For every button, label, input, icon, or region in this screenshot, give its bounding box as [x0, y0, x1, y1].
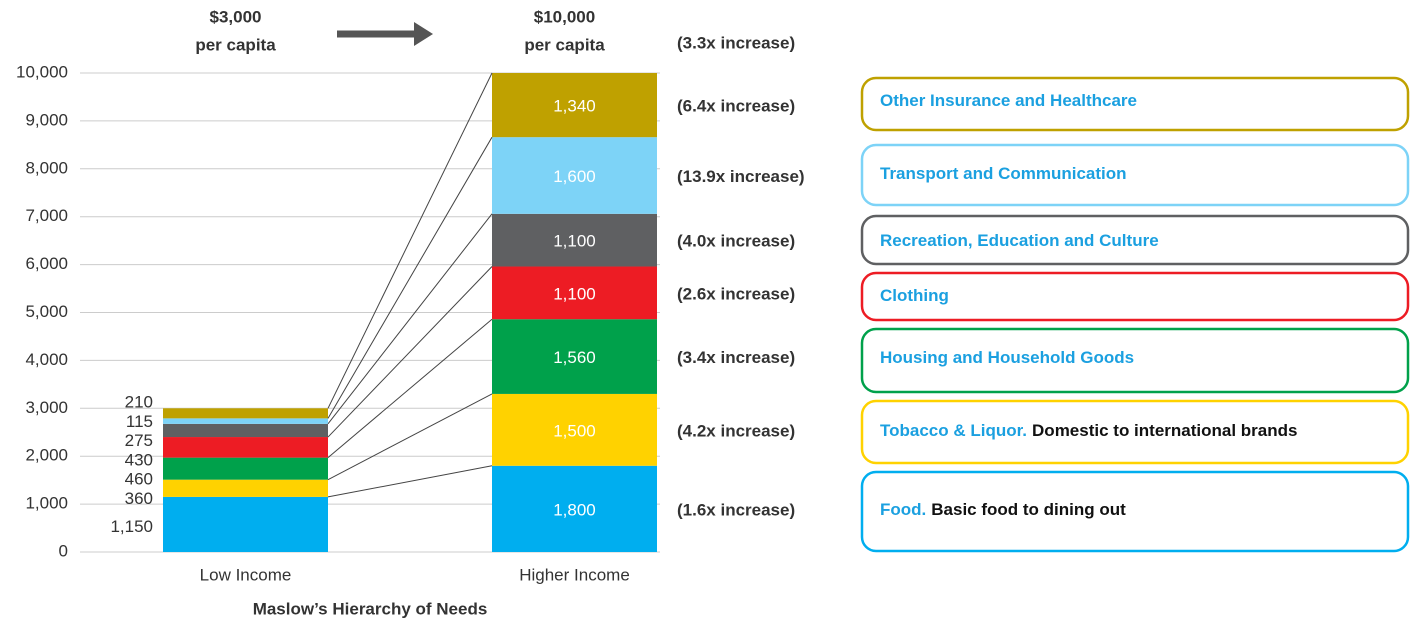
bar-segment	[492, 465, 657, 552]
bar-segment	[492, 266, 657, 320]
legend-name: Housing and Household Goods	[880, 348, 1134, 367]
connector	[327, 72, 493, 409]
legend-name: Recreation, Education and Culture	[880, 231, 1159, 250]
increase-label: (3.4x increase)	[677, 348, 795, 367]
increase-label: (13.9x increase)	[677, 167, 805, 186]
value-label: 1,100	[553, 284, 596, 303]
value-label: 360	[125, 489, 153, 508]
increase-label: (2.6x increase)	[677, 284, 795, 303]
connector	[327, 136, 493, 419]
value-label: 1,560	[553, 348, 596, 367]
connector	[327, 318, 493, 459]
value-label: 1,500	[553, 421, 596, 440]
bar-segment	[163, 457, 328, 480]
y-tick-label: 8,000	[25, 158, 68, 177]
value-label: 1,340	[553, 97, 596, 116]
legend-entry: Transport and Communication	[880, 164, 1127, 183]
bar-segment	[163, 423, 328, 438]
y-tick-label: 7,000	[25, 206, 68, 225]
legend-entry: Tobacco & Liquor. Domestic to internation…	[880, 421, 1297, 440]
total-increase: (3.3x increase)	[677, 33, 795, 52]
increase-label: (4.0x increase)	[677, 232, 795, 251]
value-label: 210	[125, 392, 153, 411]
legend-name: Food.	[880, 500, 926, 519]
value-label: 460	[125, 470, 153, 489]
bar-segment	[492, 213, 657, 267]
legend-entry: Food. Basic food to dining out	[880, 500, 1126, 519]
legend-box	[860, 470, 1410, 553]
arrow-head	[414, 22, 433, 46]
y-tick-label: 9,000	[25, 110, 68, 129]
y-tick-label: 4,000	[25, 350, 68, 369]
x-tick-label: Low Income	[200, 565, 292, 584]
connector	[327, 213, 493, 425]
bar-segment	[492, 393, 657, 466]
legend-entry: Other Insurance and Healthcare	[880, 91, 1137, 110]
legend-entry: Housing and Household Goods	[880, 348, 1134, 367]
connector	[327, 266, 493, 438]
increase-label: (4.2x increase)	[677, 421, 795, 440]
value-label: 1,600	[553, 167, 596, 186]
increase-label: (6.4x increase)	[677, 97, 795, 116]
bar-segment	[163, 437, 328, 458]
y-tick-label: 1,000	[25, 494, 68, 513]
bar-segment	[163, 479, 328, 497]
legend-name: Clothing	[880, 286, 949, 305]
legend-name: Transport and Communication	[880, 164, 1127, 183]
y-tick-label: 6,000	[25, 254, 68, 273]
y-tick-label: 0	[59, 541, 68, 560]
legend-box	[860, 214, 1410, 266]
legend-box	[860, 143, 1410, 207]
bar-segment	[492, 73, 657, 138]
y-tick-label: 2,000	[25, 446, 68, 465]
bar-segment	[492, 137, 657, 214]
y-tick-label: 5,000	[25, 302, 68, 321]
legend-note: Domestic to international brands	[1032, 421, 1297, 440]
bar-header: per capita	[524, 35, 605, 54]
connector	[327, 465, 493, 498]
value-label: 1,800	[553, 500, 596, 519]
legend-name: Other Insurance and Healthcare	[880, 91, 1137, 110]
bar-header: $3,000	[210, 7, 262, 26]
bar-segment	[163, 408, 328, 419]
legend-box	[860, 399, 1410, 465]
bar-header: per capita	[195, 35, 276, 54]
bar-header: $10,000	[534, 7, 595, 26]
legend-box	[860, 271, 1410, 322]
legend-entry: Clothing	[880, 286, 949, 305]
legend-name: Tobacco & Liquor.	[880, 421, 1027, 440]
y-tick-label: 10,000	[16, 62, 68, 81]
legend-box	[860, 327, 1410, 394]
y-tick-label: 3,000	[25, 398, 68, 417]
x-tick-label: Higher Income	[519, 565, 630, 584]
connector	[327, 393, 493, 481]
value-label: 1,150	[110, 517, 153, 536]
bar-segment	[492, 319, 657, 394]
value-label: 275	[125, 431, 153, 450]
value-label: 115	[126, 412, 153, 431]
legend-note: Basic food to dining out	[931, 500, 1126, 519]
legend-box	[860, 76, 1410, 132]
value-label: 1,100	[553, 232, 596, 251]
increase-label: (1.6x increase)	[677, 500, 795, 519]
value-label: 430	[125, 450, 153, 469]
bar-segment	[163, 418, 328, 424]
legend-entry: Recreation, Education and Culture	[880, 231, 1159, 250]
bar-segment	[163, 496, 328, 552]
x-axis-label: Maslow’s Hierarchy of Needs	[253, 599, 488, 618]
